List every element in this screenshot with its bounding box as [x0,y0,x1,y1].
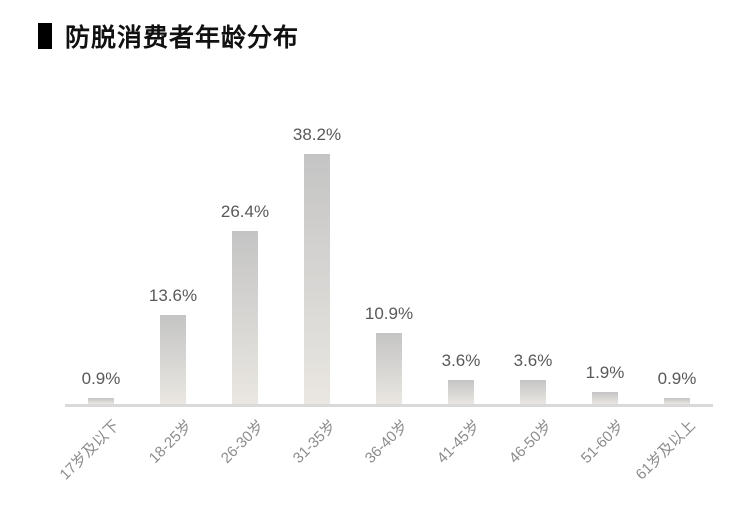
x-axis-label: 61岁及以上 [632,417,700,484]
bar-column: 1.9% 51-60岁 [569,0,641,467]
bar [664,398,690,404]
bar-column: 10.9% 36-40岁 [353,0,425,467]
chart-title: 防脱消费者年龄分布 [65,24,300,52]
x-axis-label: 26-30岁 [217,417,268,467]
bar-chart-plot: 0.9% 17岁及以下 13.6% 18-25岁 26.4% 26-30岁 38.2% 31-… [57,0,713,483]
bar-column: 3.6% 41-45岁 [425,0,497,467]
bar-value-label: 3.6% [513,351,553,370]
bar-value-label: 38.2% [292,125,342,144]
bar-column: 38.2% 31-35岁 [281,0,353,467]
bar [520,380,546,404]
title-marker-icon [38,23,52,49]
bar-column: 0.9% 17岁及以下 [57,0,137,483]
bar [232,231,258,404]
bar [88,398,114,404]
bar-column: 3.6% 46-50岁 [497,0,569,467]
bar [160,315,186,404]
bar-chart-columns: 0.9% 17岁及以下 13.6% 18-25岁 26.4% 26-30岁 38.2% 31-… [57,0,713,483]
bar [448,380,474,404]
bar [304,154,330,404]
chart-header: 防脱消费者年龄分布 [38,18,299,54]
bar-value-label: 1.9% [585,363,625,382]
x-axis-label: 31-35岁 [289,417,340,467]
bar-column: 13.6% 18-25岁 [137,0,209,467]
x-axis-label: 18-25岁 [145,417,196,467]
x-axis-label: 41-45岁 [433,417,484,467]
bar-value-label: 13.6% [148,286,198,305]
bar [592,392,618,404]
x-axis-label: 17岁及以下 [56,417,124,484]
bar-value-label: 10.9% [364,304,414,323]
bar-column: 26.4% 26-30岁 [209,0,281,467]
bar-value-label: 3.6% [441,351,481,370]
bar-value-label: 26.4% [220,202,270,221]
bar [376,333,402,404]
x-axis-label: 46-50岁 [505,417,556,467]
bar-value-label: 0.9% [81,369,121,388]
bar-value-label: 0.9% [657,369,697,388]
x-axis-label: 51-60岁 [577,417,628,467]
bar-column: 0.9% 61岁及以上 [633,0,713,483]
x-axis-label: 36-40岁 [361,417,412,467]
